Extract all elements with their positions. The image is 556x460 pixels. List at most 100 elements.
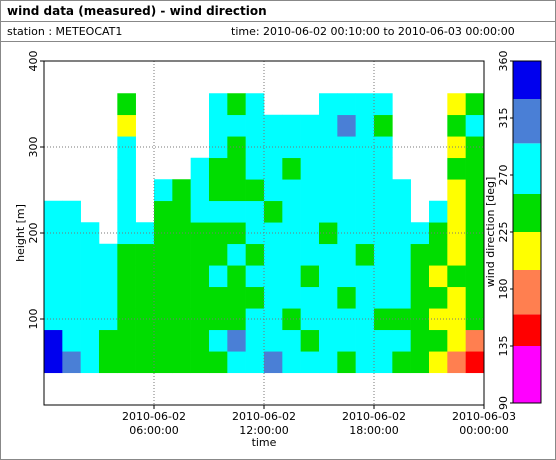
heatmap-cell xyxy=(337,179,356,202)
heatmap-cell xyxy=(374,286,393,309)
heatmap-cell xyxy=(154,200,173,223)
heatmap-cell xyxy=(337,351,356,374)
heatmap-cell xyxy=(190,179,210,202)
heatmap-cell xyxy=(447,308,466,331)
colorbar-band xyxy=(513,143,541,194)
heatmap-cell xyxy=(264,114,283,137)
heatmap-cell xyxy=(282,265,301,288)
heatmap-cell xyxy=(117,114,136,137)
heatmap-cell xyxy=(337,243,356,266)
heatmap-cell xyxy=(319,114,338,137)
heatmap-cell xyxy=(300,222,320,245)
heatmap-cell xyxy=(209,93,228,116)
heatmap-cell xyxy=(154,286,173,309)
heatmap-cell xyxy=(172,243,191,266)
heatmap-cell xyxy=(355,136,375,159)
heatmap-cell xyxy=(319,93,338,116)
heatmap-cell xyxy=(465,308,485,331)
heatmap-cell xyxy=(44,265,63,288)
heatmap-cell xyxy=(154,351,173,374)
heatmap-cell xyxy=(117,157,136,180)
heatmap-cell xyxy=(282,222,301,245)
heatmap-cell xyxy=(355,286,375,309)
heatmap-cell xyxy=(154,243,173,266)
colorbar-band xyxy=(513,270,541,315)
heatmap-cell xyxy=(264,222,283,245)
heatmap-cell xyxy=(117,265,136,288)
heatmap-cell xyxy=(117,200,136,223)
heatmap-cell xyxy=(209,114,228,137)
heatmap-cell xyxy=(245,265,265,288)
heatmap-cell xyxy=(447,200,466,223)
heatmap-cell xyxy=(429,329,448,352)
heatmap-cell xyxy=(319,265,338,288)
heatmap-cell xyxy=(190,351,210,374)
heatmap-cell xyxy=(264,351,283,374)
heatmap-cell xyxy=(62,200,81,223)
heatmap-cell xyxy=(374,157,393,180)
heatmap-cell xyxy=(429,351,448,374)
heatmap-cell xyxy=(300,308,320,331)
heatmap-cell xyxy=(245,157,265,180)
heatmap-cell xyxy=(465,222,485,245)
heatmap-cell xyxy=(135,308,155,331)
heatmap-cell xyxy=(282,308,301,331)
heatmap-cell xyxy=(465,200,485,223)
colorbar-band xyxy=(513,61,541,99)
heatmap-cell xyxy=(245,93,265,116)
heatmap-cell xyxy=(99,329,118,352)
heatmap-cell xyxy=(117,222,136,245)
heatmap-cell xyxy=(337,93,356,116)
heatmap-cell xyxy=(44,286,63,309)
heatmap-cell xyxy=(209,243,228,266)
heatmap-cell xyxy=(154,265,173,288)
heatmap-cell xyxy=(300,157,320,180)
heatmap-cell xyxy=(227,200,246,223)
heatmap-cell xyxy=(447,265,466,288)
heatmap-cell xyxy=(190,200,210,223)
heatmap-cell xyxy=(172,308,191,331)
heatmap-cell xyxy=(337,329,356,352)
heatmap-cell xyxy=(355,308,375,331)
heatmap-cell xyxy=(154,329,173,352)
heatmap-cell xyxy=(44,351,63,374)
heatmap-cell xyxy=(264,179,283,202)
heatmap-cell xyxy=(410,265,430,288)
heatmap-cell xyxy=(154,179,173,202)
heatmap-cell xyxy=(117,308,136,331)
heatmap-cell xyxy=(429,222,448,245)
heatmap-cell xyxy=(44,200,63,223)
colorbar-band xyxy=(513,194,541,232)
heatmap-cell xyxy=(300,265,320,288)
heatmap-cell xyxy=(447,243,466,266)
heatmap-cell xyxy=(447,157,466,180)
heatmap-cell xyxy=(319,329,338,352)
heatmap-cell xyxy=(209,157,228,180)
heatmap-cell xyxy=(319,222,338,245)
heatmap-cell xyxy=(337,136,356,159)
heatmap-cell xyxy=(44,243,63,266)
heatmap-cell xyxy=(80,265,100,288)
heatmap-cell xyxy=(319,286,338,309)
heatmap-cell xyxy=(190,308,210,331)
heatmap-cell xyxy=(410,351,430,374)
heatmap-cell xyxy=(154,308,173,331)
heatmap-cell xyxy=(282,243,301,266)
heatmap-cell xyxy=(465,157,485,180)
colorbar-tick-label: 225 xyxy=(497,222,510,243)
heatmap-cell xyxy=(282,179,301,202)
heatmap-cell xyxy=(447,136,466,159)
heatmap-cell xyxy=(62,351,81,374)
x-tick-label: 2010-06-02 12:00:00 xyxy=(232,410,296,437)
heatmap-cell xyxy=(319,157,338,180)
x-tick-label: 2010-06-02 06:00:00 xyxy=(122,410,186,437)
heatmap-cell xyxy=(117,136,136,159)
heatmap-cell xyxy=(172,222,191,245)
heatmap-cell xyxy=(227,93,246,116)
heatmap-cell xyxy=(465,329,485,352)
heatmap-cell xyxy=(227,286,246,309)
heatmap-cell xyxy=(264,265,283,288)
heatmap-cell xyxy=(355,157,375,180)
heatmap-cell xyxy=(355,243,375,266)
